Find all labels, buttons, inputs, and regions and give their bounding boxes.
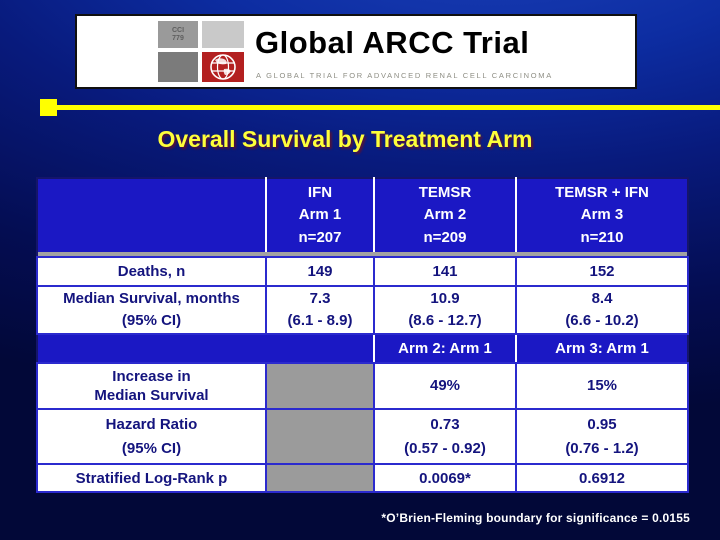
median-arm1-ci: (6.1 - 8.9) <box>287 312 353 329</box>
median-arm3: 8.4 (6.6 - 10.2) <box>515 285 689 335</box>
increase-arm1-blocked <box>265 362 375 410</box>
median-arm3-value: 8.4 <box>591 290 613 308</box>
arm3-label: Arm 3 <box>580 206 624 224</box>
hazard-arm1-blocked <box>265 408 375 465</box>
survival-table: IFN Arm 1 n=207 TEMSR Arm 2 n=209 TEMSR … <box>36 177 689 493</box>
comparison-arm2-header: Arm 2: Arm 1 <box>373 333 516 364</box>
median-arm2: 10.9 (8.6 - 12.7) <box>373 285 517 335</box>
median-label-line2: (95% CI) <box>121 312 182 329</box>
slide-logo-title: Global ARCC Trial <box>255 25 530 60</box>
logrank-arm2: 0.0069* <box>373 463 517 493</box>
median-arm1-value: 7.3 <box>309 290 331 308</box>
median-label: Median Survival, months (95% CI) <box>36 285 267 335</box>
comparison-empty-cell <box>37 333 374 364</box>
increase-arm3: 15% <box>515 362 689 410</box>
arm2-label: Arm 2 <box>423 206 467 224</box>
table-row: Increase in Median Survival 49% 15% <box>36 362 689 410</box>
deaths-label: Deaths, n <box>36 256 267 287</box>
comparison-header-row: Arm 2: Arm 1 Arm 3: Arm 1 <box>37 333 688 364</box>
median-arm3-ci: (6.6 - 10.2) <box>565 312 639 329</box>
logo-banner: CCI 779 Global ARCC Trial A GLOBAL TRIAL … <box>75 14 637 89</box>
increase-label-line1: Increase in <box>112 367 191 385</box>
increase-label-line2: Median Survival <box>94 387 209 404</box>
hazard-arm3-ci: (0.76 - 1.2) <box>565 439 639 457</box>
median-arm2-value: 10.9 <box>430 290 460 308</box>
deaths-arm3: 152 <box>515 256 689 287</box>
logo-dark-tile <box>158 52 198 82</box>
header-arm2-cell: TEMSR Arm 2 n=209 <box>373 178 516 252</box>
hazard-label-line1: Hazard Ratio <box>105 415 198 433</box>
increase-label: Increase in Median Survival <box>36 362 267 410</box>
arm2-n: n=209 <box>423 228 467 246</box>
table-header-row: IFN Arm 1 n=207 TEMSR Arm 2 n=209 TEMSR … <box>37 178 688 252</box>
logo-light-tile <box>202 21 244 48</box>
arm3-drug: TEMSR + IFN <box>555 183 649 201</box>
hazard-arm2-value: 0.73 <box>430 415 460 433</box>
globe-icon <box>202 52 244 82</box>
table-row: Deaths, n 149 141 152 <box>36 256 689 287</box>
header-empty-cell <box>37 178 266 252</box>
median-label-line1: Median Survival, months <box>63 290 240 308</box>
footnote: *O’Brien-Fleming boundary for significan… <box>381 511 690 525</box>
increase-arm2: 49% <box>373 362 517 410</box>
logrank-label: Stratified Log-Rank p <box>36 463 267 493</box>
arm1-n: n=207 <box>298 228 342 246</box>
slide-heading: Overall Survival by Treatment Arm <box>157 126 533 152</box>
deaths-arm2: 141 <box>373 256 517 287</box>
logrank-arm3: 0.6912 <box>515 463 689 493</box>
logrank-arm1-blocked <box>265 463 375 493</box>
hazard-label-line2: (95% CI) <box>121 439 182 457</box>
table-row: Stratified Log-Rank p 0.0069* 0.6912 <box>36 463 689 493</box>
cci-779-label: CCI 779 <box>171 27 185 42</box>
median-arm1: 7.3 (6.1 - 8.9) <box>265 285 375 335</box>
header-separator <box>37 252 688 257</box>
arm1-drug: IFN <box>307 183 333 201</box>
median-arm2-ci: (8.6 - 12.7) <box>408 312 482 329</box>
table-row: Hazard Ratio (95% CI) 0.73 (0.57 - 0.92)… <box>36 408 689 465</box>
comparison-arm3-header: Arm 3: Arm 1 <box>515 333 688 364</box>
trial-logo: CCI 779 <box>158 21 244 82</box>
header-arm1-cell: IFN Arm 1 n=207 <box>265 178 374 252</box>
arm2-drug: TEMSR <box>418 183 472 201</box>
hazard-arm3: 0.95 (0.76 - 1.2) <box>515 408 689 465</box>
hazard-label: Hazard Ratio (95% CI) <box>36 408 267 465</box>
hazard-arm3-value: 0.95 <box>587 415 617 433</box>
deaths-arm1: 149 <box>265 256 375 287</box>
arm3-n: n=210 <box>580 228 624 246</box>
slide-logo-subtitle: A GLOBAL TRIAL FOR ADVANCED RENAL CELL C… <box>256 71 553 80</box>
accent-square <box>40 99 57 116</box>
accent-line <box>55 105 720 110</box>
header-arm3-cell: TEMSR + IFN Arm 3 n=210 <box>515 178 688 252</box>
hazard-arm2-ci: (0.57 - 0.92) <box>404 439 486 457</box>
table-row: Median Survival, months (95% CI) 7.3 (6.… <box>36 285 689 335</box>
hazard-arm2: 0.73 (0.57 - 0.92) <box>373 408 517 465</box>
cci-779-tile: CCI 779 <box>158 21 198 48</box>
arm1-label: Arm 1 <box>298 206 342 224</box>
